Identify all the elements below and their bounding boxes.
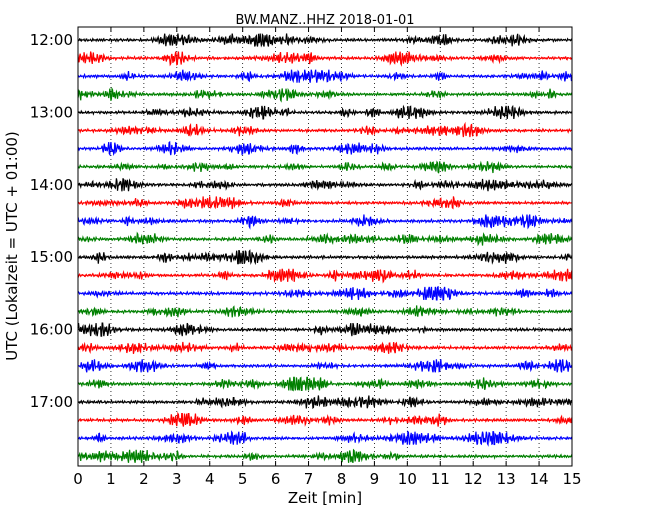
trace-1545: [77, 305, 573, 318]
trace-1515: [77, 268, 573, 284]
plot-frame: [77, 26, 573, 467]
y-tick-label-1300: 13:00: [30, 103, 73, 121]
x-tick-label-5: 5: [238, 470, 248, 488]
trace-1415: [77, 196, 573, 210]
trace-1230: [77, 69, 573, 84]
x-tick-label-0: 0: [73, 470, 83, 488]
y-axis-ticks: 12:00 13:00 14:00 15:00 16:00 17:00: [30, 31, 83, 411]
x-tick-label-7: 7: [304, 470, 314, 488]
trace-1615: [77, 341, 573, 355]
x-tick-label-2: 2: [139, 470, 149, 488]
trace-1345: [77, 160, 573, 174]
trace-1215: [77, 51, 573, 67]
trace-1245: [77, 86, 573, 103]
x-tick-label-11: 11: [431, 470, 450, 488]
y-axis-label: UTC (Lokalzeit = UTC + 01:00): [3, 131, 21, 361]
x-tick-label-8: 8: [337, 470, 347, 488]
trace-1530: [77, 285, 573, 301]
x-tick-label-13: 13: [497, 470, 516, 488]
seismogram-traces: [77, 33, 573, 464]
chart-title: BW.MANZ..HHZ 2018-01-01: [235, 13, 414, 28]
trace-1630: [77, 359, 573, 373]
x-tick-label-4: 4: [205, 470, 215, 488]
trace-1730: [77, 430, 573, 447]
trace-1430: [77, 213, 573, 230]
trace-1330: [77, 140, 573, 157]
trace-1400: [77, 178, 573, 192]
x-tick-label-3: 3: [172, 470, 182, 488]
trace-1200: [77, 33, 573, 48]
trace-1645: [77, 376, 573, 392]
y-tick-label-1400: 14:00: [30, 176, 73, 194]
y-tick-label-1700: 17:00: [30, 393, 73, 411]
y-tick-label-1600: 16:00: [30, 321, 73, 339]
x-tick-label-14: 14: [530, 470, 549, 488]
trace-1315: [77, 121, 573, 138]
trace-1700: [77, 395, 573, 410]
x-tick-label-9: 9: [370, 470, 380, 488]
trace-1715: [77, 411, 573, 427]
trace-1500: [77, 249, 573, 266]
y-tick-label-1200: 12:00: [30, 31, 73, 49]
y-tick-label-1500: 15:00: [30, 248, 73, 266]
trace-1300: [77, 104, 573, 120]
x-tick-label-12: 12: [464, 470, 483, 488]
trace-1600: [77, 322, 573, 337]
x-tick-label-1: 1: [106, 470, 116, 488]
trace-1445: [77, 231, 573, 247]
x-tick-label-6: 6: [271, 470, 281, 488]
x-tick-label-10: 10: [398, 470, 417, 488]
trace-1745: [77, 448, 573, 464]
x-axis-label: Zeit [min]: [288, 489, 362, 507]
x-axis-ticks: 0 1 2 3 4 5 6 7 8 9 10 11 12 13 14 15: [73, 27, 582, 488]
x-tick-label-15: 15: [562, 470, 581, 488]
